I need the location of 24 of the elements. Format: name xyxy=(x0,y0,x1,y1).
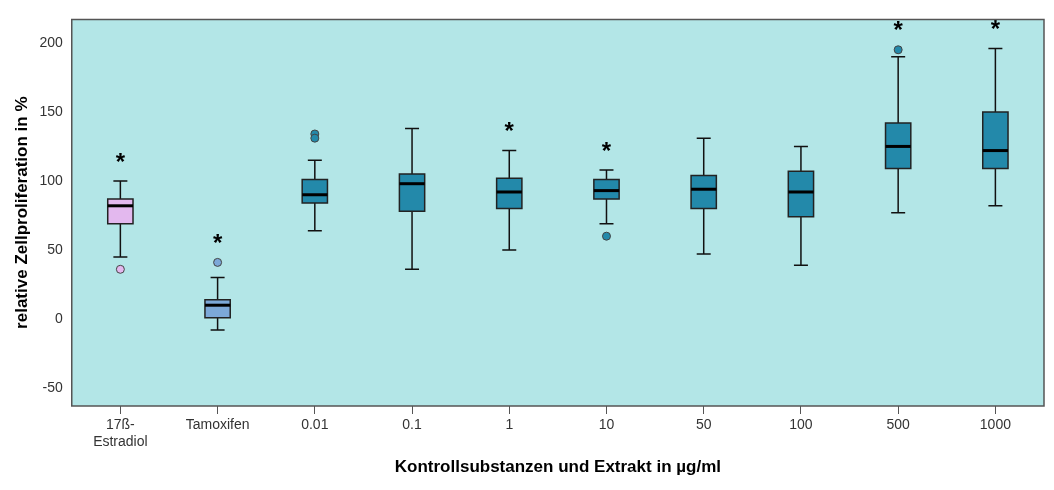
x-tick-label: 50 xyxy=(695,416,712,433)
x-tick-label: 100 xyxy=(789,416,813,433)
x-axis-title: Kontrollsubstanzen und Extrakt in µg/ml xyxy=(394,457,721,477)
annotation: * xyxy=(893,16,904,44)
y-tick-label: 100 xyxy=(39,171,63,188)
y-tick-label: 50 xyxy=(47,240,63,257)
y-axis-title: relative Zellproliferation in % xyxy=(11,96,31,329)
x-tick-label: Tamoxifen xyxy=(185,416,250,433)
y-tick-label: -50 xyxy=(42,378,63,395)
y-tick-label: 150 xyxy=(39,102,63,119)
x-tick-label: 17ß-Estradiol xyxy=(93,416,148,450)
annotation: * xyxy=(601,136,612,164)
annotation: * xyxy=(115,147,126,175)
y-tick-label: 200 xyxy=(39,33,63,50)
x-tick-label: 10 xyxy=(598,416,615,433)
x-tick-label: 0.1 xyxy=(402,416,422,433)
annotation: * xyxy=(504,117,515,145)
x-tick-label: 1 xyxy=(505,416,514,433)
annotation: * xyxy=(990,15,1001,43)
annotation: * xyxy=(212,229,223,257)
x-tick-label: 500 xyxy=(886,416,911,433)
y-tick-label: 0 xyxy=(54,309,63,326)
x-tick-label: 0.01 xyxy=(301,416,329,433)
x-tick-label: 1000 xyxy=(979,416,1012,433)
